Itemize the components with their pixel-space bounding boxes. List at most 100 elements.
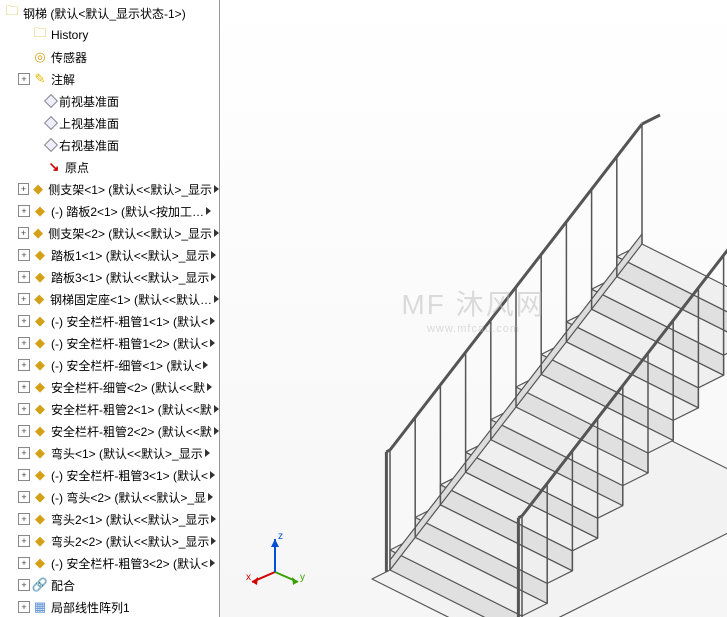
overflow-arrow-icon bbox=[205, 449, 210, 457]
tree-item-part[interactable]: +◆踏板1<1> (默认<<默认>_显示 bbox=[0, 244, 219, 266]
expand-icon[interactable]: + bbox=[18, 535, 30, 547]
part-icon: ◆ bbox=[32, 511, 48, 527]
part-icon: ◆ bbox=[32, 489, 48, 505]
expand-icon[interactable]: + bbox=[18, 249, 30, 261]
tree-item-notes[interactable]: +✎注解 bbox=[0, 68, 219, 90]
tree-item-part[interactable]: +◆安全栏杆-粗管2<2> (默认<<默 bbox=[0, 420, 219, 442]
part-icon: ◆ bbox=[32, 357, 48, 373]
tree-item-part[interactable]: +◆(-) 安全栏杆-粗管1<1> (默认< bbox=[0, 310, 219, 332]
expand-icon[interactable]: + bbox=[18, 579, 30, 591]
overflow-arrow-icon bbox=[211, 515, 216, 523]
overflow-arrow-icon bbox=[210, 559, 215, 567]
tree-item-label: (-) 安全栏杆-粗管1<2> (默认< bbox=[51, 335, 208, 352]
axis-x-label: x bbox=[246, 572, 251, 583]
expand-icon[interactable]: + bbox=[18, 447, 30, 459]
expand-icon[interactable]: + bbox=[18, 491, 30, 503]
overflow-arrow-icon bbox=[210, 471, 215, 479]
expand-icon[interactable]: + bbox=[18, 381, 30, 393]
tree-item-mate[interactable]: +🔗配合 bbox=[0, 574, 219, 596]
tree-item-part[interactable]: +◆踏板3<1> (默认<<默认>_显示 bbox=[0, 266, 219, 288]
expand-icon[interactable]: + bbox=[18, 359, 30, 371]
tree-item-label: 弯头2<2> (默认<<默认>_显示 bbox=[51, 533, 209, 550]
expand-icon[interactable]: + bbox=[18, 469, 30, 481]
part-icon: ◆ bbox=[32, 203, 48, 219]
tree-item-part[interactable]: +◆安全栏杆-粗管2<1> (默认<<默 bbox=[0, 398, 219, 420]
pattern-icon: ▦ bbox=[32, 599, 48, 615]
plane-icon bbox=[44, 138, 58, 152]
tree-item-label: (-) 弯头<2> (默认<<默认>_显 bbox=[51, 489, 206, 506]
tree-item-part[interactable]: +◆钢梯固定座<1> (默认<<默认… bbox=[0, 288, 219, 310]
tree-item-label: 安全栏杆-粗管2<2> (默认<<默 bbox=[51, 423, 212, 440]
tree-item-part[interactable]: +◆(-) 安全栏杆-细管<1> (默认< bbox=[0, 354, 219, 376]
stair-model[interactable] bbox=[220, 0, 727, 617]
part-icon: ◆ bbox=[32, 467, 48, 483]
tree-item-part[interactable]: +◆(-) 安全栏杆-粗管3<1> (默认< bbox=[0, 464, 219, 486]
tree-item-part[interactable]: +◆(-) 安全栏杆-粗管1<2> (默认< bbox=[0, 332, 219, 354]
part-icon: ◆ bbox=[32, 313, 48, 329]
expand-icon[interactable]: + bbox=[18, 337, 30, 349]
tree-item-label: 配合 bbox=[51, 577, 75, 594]
tree-root-label: 钢梯 (默认<默认_显示状态-1>) bbox=[23, 5, 186, 22]
tree-item-part[interactable]: +◆侧支架<1> (默认<<默认>_显示 bbox=[0, 178, 219, 200]
expand-icon[interactable]: + bbox=[18, 205, 30, 217]
tree-item-history[interactable]: 🗀History bbox=[0, 24, 219, 46]
tree-item-label: 安全栏杆-粗管2<1> (默认<<默 bbox=[51, 401, 212, 418]
tree-item-part[interactable]: +◆(-) 弯头<2> (默认<<默认>_显 bbox=[0, 486, 219, 508]
tree-item-label: 前视基准面 bbox=[59, 93, 119, 110]
tree-item-plane[interactable]: 上视基准面 bbox=[0, 112, 219, 134]
tree-item-part[interactable]: +◆弯头2<2> (默认<<默认>_显示 bbox=[0, 530, 219, 552]
3d-viewport[interactable]: MF 沐风网 www.mfcad.com x y z bbox=[220, 0, 727, 617]
tree-item-part[interactable]: +◆弯头<1> (默认<<默认>_显示 bbox=[0, 442, 219, 464]
expand-icon[interactable]: + bbox=[18, 403, 30, 415]
expand-icon[interactable]: + bbox=[18, 183, 29, 195]
feature-tree-panel[interactable]: 🗀 钢梯 (默认<默认_显示状态-1>) 🗀History◎传感器+✎注解前视基… bbox=[0, 0, 220, 617]
tree-item-part[interactable]: +◆弯头2<1> (默认<<默认>_显示 bbox=[0, 508, 219, 530]
tree-item-plane[interactable]: 前视基准面 bbox=[0, 90, 219, 112]
expand-icon[interactable]: + bbox=[18, 557, 30, 569]
expand-icon[interactable]: + bbox=[18, 227, 29, 239]
part-icon: ◆ bbox=[32, 291, 47, 307]
tree-item-label: (-) 安全栏杆-细管<1> (默认< bbox=[51, 357, 201, 374]
expand-icon[interactable]: + bbox=[18, 271, 30, 283]
tree-item-label: 原点 bbox=[65, 159, 89, 176]
tree-item-plane[interactable]: 右视基准面 bbox=[0, 134, 219, 156]
part-icon: ◆ bbox=[31, 225, 45, 241]
part-icon: ◆ bbox=[32, 445, 48, 461]
part-icon: ◆ bbox=[32, 555, 48, 571]
tree-item-pattern[interactable]: +▦局部线性阵列1 bbox=[0, 596, 219, 617]
overflow-arrow-icon bbox=[210, 339, 215, 347]
overflow-arrow-icon bbox=[214, 229, 219, 237]
expand-icon[interactable]: + bbox=[18, 293, 30, 305]
expand-icon[interactable]: + bbox=[18, 513, 30, 525]
tree-item-label: 局部线性阵列1 bbox=[51, 599, 130, 616]
tree-item-label: 侧支架<2> (默认<<默认>_显示 bbox=[48, 225, 212, 242]
overflow-arrow-icon bbox=[203, 361, 208, 369]
expand-icon[interactable]: + bbox=[18, 601, 30, 613]
note-icon: ✎ bbox=[32, 71, 48, 87]
tree-item-part[interactable]: +◆侧支架<2> (默认<<默认>_显示 bbox=[0, 222, 219, 244]
tree-item-label: History bbox=[51, 28, 88, 42]
tree-item-label: 右视基准面 bbox=[59, 137, 119, 154]
origin-icon: ↘ bbox=[46, 159, 62, 175]
tree-item-part[interactable]: +◆(-) 安全栏杆-粗管3<2> (默认< bbox=[0, 552, 219, 574]
tree-item-part[interactable]: +◆安全栏杆-细管<2> (默认<<默 bbox=[0, 376, 219, 398]
overflow-arrow-icon bbox=[211, 273, 216, 281]
tree-root[interactable]: 🗀 钢梯 (默认<默认_显示状态-1>) bbox=[0, 2, 219, 24]
overflow-arrow-icon bbox=[207, 383, 212, 391]
orientation-triad[interactable]: x y z bbox=[240, 527, 310, 597]
tree-item-label: 弯头2<1> (默认<<默认>_显示 bbox=[51, 511, 209, 528]
overflow-arrow-icon bbox=[214, 427, 219, 435]
expand-icon[interactable]: + bbox=[18, 73, 30, 85]
tree-item-origin[interactable]: ↘原点 bbox=[0, 156, 219, 178]
tree-item-label: 踏板1<1> (默认<<默认>_显示 bbox=[51, 247, 209, 264]
plane-icon bbox=[44, 116, 58, 130]
tree-item-label: (-) 安全栏杆-粗管1<1> (默认< bbox=[51, 313, 208, 330]
overflow-arrow-icon bbox=[214, 405, 219, 413]
tree-item-label: 踏板3<1> (默认<<默认>_显示 bbox=[51, 269, 209, 286]
tree-item-label: (-) 踏板2<1> (默认<按加工… bbox=[51, 203, 204, 220]
expand-icon[interactable]: + bbox=[18, 315, 30, 327]
axis-z-label: z bbox=[278, 531, 283, 542]
tree-item-sensor[interactable]: ◎传感器 bbox=[0, 46, 219, 68]
tree-item-part[interactable]: +◆(-) 踏板2<1> (默认<按加工… bbox=[0, 200, 219, 222]
expand-icon[interactable]: + bbox=[18, 425, 30, 437]
